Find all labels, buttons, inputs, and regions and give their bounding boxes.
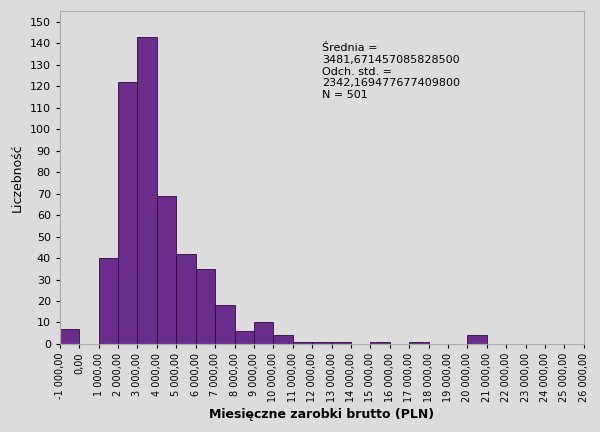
- Bar: [118, 82, 137, 344]
- Bar: [60, 329, 79, 344]
- Bar: [196, 269, 215, 344]
- Bar: [293, 342, 312, 344]
- X-axis label: Miesięczne zarobki brutto (PLN): Miesięczne zarobki brutto (PLN): [209, 408, 434, 421]
- Bar: [98, 258, 118, 344]
- Bar: [137, 37, 157, 344]
- Bar: [467, 335, 487, 344]
- Bar: [157, 196, 176, 344]
- Bar: [274, 335, 293, 344]
- Text: Średnia =
3481,671457085828500
Odch. std. =
2342,169477677409800
N = 501: Średnia = 3481,671457085828500 Odch. std…: [322, 43, 460, 100]
- Y-axis label: Liczebność: Liczebność: [11, 143, 24, 212]
- Bar: [409, 342, 428, 344]
- Bar: [235, 331, 254, 344]
- Bar: [254, 322, 274, 344]
- Bar: [332, 342, 351, 344]
- Bar: [312, 342, 332, 344]
- Bar: [215, 305, 235, 344]
- Bar: [176, 254, 196, 344]
- Bar: [370, 342, 390, 344]
